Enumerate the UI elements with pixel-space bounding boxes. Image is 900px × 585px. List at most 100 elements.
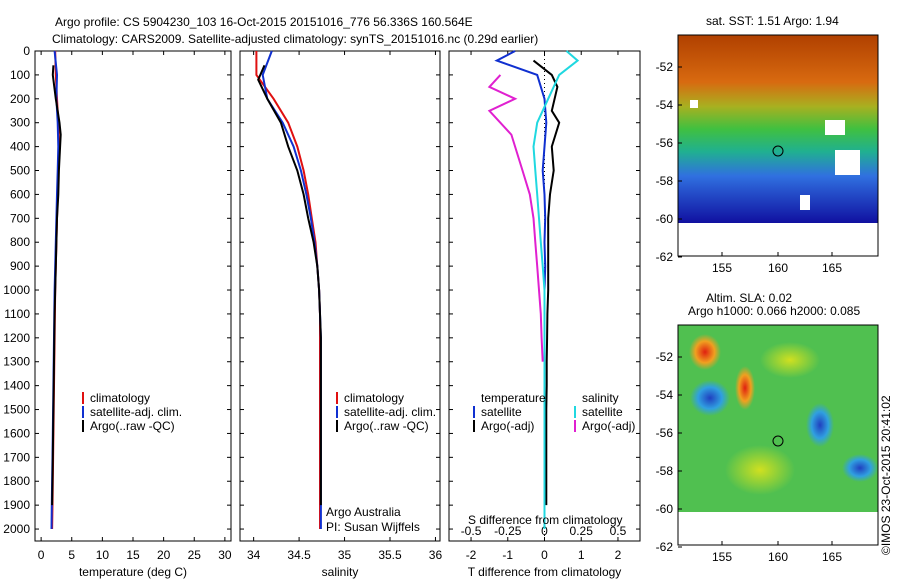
argo-australia-label: Argo Australia bbox=[326, 505, 401, 519]
sst-map-land-mask bbox=[678, 223, 878, 256]
y-tick-label: 2000 bbox=[3, 522, 30, 536]
x-axis-label: T difference from climatology bbox=[468, 565, 622, 579]
sla-map-land-mask bbox=[678, 512, 878, 545]
x-tick-label: 5 bbox=[68, 548, 75, 562]
x-tick-label: 20 bbox=[157, 548, 171, 562]
y-tick-label: 1500 bbox=[3, 403, 30, 417]
map-y-tick-label: -54 bbox=[656, 388, 674, 402]
legend-label-argo: Argo(..raw -QC) bbox=[344, 419, 429, 433]
salinity-legend: climatology satellite-adj. clim. Argo(..… bbox=[326, 391, 436, 534]
y-tick-label: 300 bbox=[10, 116, 30, 130]
x-tick-label: 35.5 bbox=[378, 548, 402, 562]
temperature-legend: climatology satellite-adj. clim. Argo(..… bbox=[82, 391, 182, 433]
x-tick-label: 35 bbox=[338, 548, 352, 562]
x-tick-label: 36 bbox=[429, 548, 443, 562]
legend-label-temp-satellite: satellite bbox=[481, 405, 522, 419]
sla-map-eddy bbox=[690, 380, 730, 416]
sla-map-title-line2: Argo h1000: 0.066 h2000: 0.085 bbox=[688, 304, 860, 318]
series-line bbox=[257, 64, 322, 506]
imos-timestamp: ©IMOS 23-Oct-2015 20:41:02 bbox=[879, 395, 893, 555]
series-line bbox=[261, 50, 322, 529]
sla-map-eddy bbox=[689, 334, 721, 370]
legend-title-temperature: temperature bbox=[481, 391, 546, 405]
y-tick-label: 1600 bbox=[3, 426, 30, 440]
s-tick-label: 0.25 bbox=[570, 524, 594, 538]
temperature-panel: 0100200300400500600700800900100011001200… bbox=[3, 44, 232, 579]
sla-map: Altim. SLA: 0.02 Argo h1000: 0.066 h2000… bbox=[656, 291, 879, 564]
x-tick-label: 10 bbox=[96, 548, 110, 562]
legend-label-climatology: climatology bbox=[344, 391, 404, 405]
y-tick-label: 1800 bbox=[3, 474, 30, 488]
figure-title-line1: Argo profile: CS 5904230_103 16-Oct-2015… bbox=[55, 15, 473, 29]
sla-map-eddy bbox=[725, 445, 795, 495]
y-tick-label: 1200 bbox=[3, 331, 30, 345]
x-tick-label: 0 bbox=[541, 548, 548, 562]
y-tick-label: 1000 bbox=[3, 283, 30, 297]
x-tick-label: 30 bbox=[218, 548, 232, 562]
sst-map-title: sat. SST: 1.51 Argo: 1.94 bbox=[706, 14, 839, 28]
y-tick-label: 0 bbox=[23, 44, 30, 58]
x-tick-label: 34 bbox=[247, 548, 261, 562]
x-tick-label: 1 bbox=[578, 548, 585, 562]
series-line bbox=[532, 50, 580, 529]
x-tick-label: -1 bbox=[502, 548, 513, 562]
plot-frame bbox=[239, 50, 441, 542]
plot-frame bbox=[34, 50, 232, 542]
series-line bbox=[51, 65, 62, 506]
legend-label-argo: Argo(..raw -QC) bbox=[90, 419, 175, 433]
pi-label: PI: Susan Wijffels bbox=[326, 520, 420, 534]
series-line bbox=[487, 74, 544, 362]
sst-float-marker bbox=[772, 145, 784, 157]
legend-label-sal-satellite: satellite bbox=[582, 405, 623, 419]
map-y-tick-label: -54 bbox=[656, 98, 674, 112]
s-tick-label: 0.5 bbox=[610, 524, 627, 538]
series-line bbox=[532, 59, 561, 506]
map-y-tick-label: -56 bbox=[656, 426, 674, 440]
sst-map-field bbox=[678, 35, 878, 223]
map-y-tick-label: -52 bbox=[656, 350, 674, 364]
legend-label-temp-argo: Argo(-adj) bbox=[481, 419, 534, 433]
s-tick-label: -0.25 bbox=[494, 524, 522, 538]
map-y-tick-label: -60 bbox=[656, 502, 674, 516]
legend-title-salinity: salinity bbox=[582, 391, 619, 405]
map-y-tick-label: -62 bbox=[656, 540, 674, 554]
map-y-tick-label: -58 bbox=[656, 464, 674, 478]
s-tick-label: -0.5 bbox=[461, 524, 482, 538]
x-tick-label: 25 bbox=[188, 548, 202, 562]
y-tick-label: 100 bbox=[10, 68, 30, 82]
sla-map-title-line1: Altim. SLA: 0.02 bbox=[706, 291, 792, 305]
figure-title-line2: Climatology: CARS2009. Satellite-adjuste… bbox=[52, 32, 538, 46]
y-tick-label: 400 bbox=[10, 140, 30, 154]
x-tick-label: 2 bbox=[615, 548, 622, 562]
sla-float-marker bbox=[772, 435, 784, 447]
map-y-tick-label: -62 bbox=[656, 250, 674, 264]
y-tick-label: 1100 bbox=[4, 307, 30, 321]
map-y-tick-label: -58 bbox=[656, 174, 674, 188]
y-tick-label: 500 bbox=[10, 164, 30, 178]
map-x-tick-label: 155 bbox=[712, 261, 732, 275]
legend-label-satellite: satellite-adj. clim. bbox=[90, 405, 182, 419]
map-x-tick-label: 155 bbox=[712, 550, 732, 564]
map-x-tick-label: 165 bbox=[822, 261, 842, 275]
x-tick-label: 0 bbox=[38, 548, 45, 562]
legend-label-satellite: satellite-adj. clim. bbox=[344, 405, 436, 419]
sla-map-eddy bbox=[806, 403, 834, 447]
sst-map: sat. SST: 1.51 Argo: 1.94 155 160 165 -52 -5… bbox=[656, 14, 879, 275]
x-tick-label: 15 bbox=[126, 548, 140, 562]
s-difference-label: S difference from climatology bbox=[468, 513, 623, 527]
y-tick-label: 700 bbox=[10, 211, 30, 225]
y-tick-label: 1900 bbox=[3, 498, 30, 512]
y-tick-label: 800 bbox=[10, 235, 30, 249]
sla-map-eddy bbox=[760, 342, 820, 378]
map-y-tick-label: -56 bbox=[656, 136, 674, 150]
legend-label-climatology: climatology bbox=[90, 391, 150, 405]
x-tick-label: -2 bbox=[466, 548, 477, 562]
series-line bbox=[255, 51, 321, 529]
y-tick-label: 600 bbox=[10, 187, 30, 201]
map-x-tick-label: 160 bbox=[768, 550, 788, 564]
legend-label-sal-argo: Argo(-adj) bbox=[582, 419, 635, 433]
map-x-tick-label: 160 bbox=[768, 261, 788, 275]
y-tick-label: 900 bbox=[10, 259, 30, 273]
map-y-tick-label: -60 bbox=[656, 212, 674, 226]
